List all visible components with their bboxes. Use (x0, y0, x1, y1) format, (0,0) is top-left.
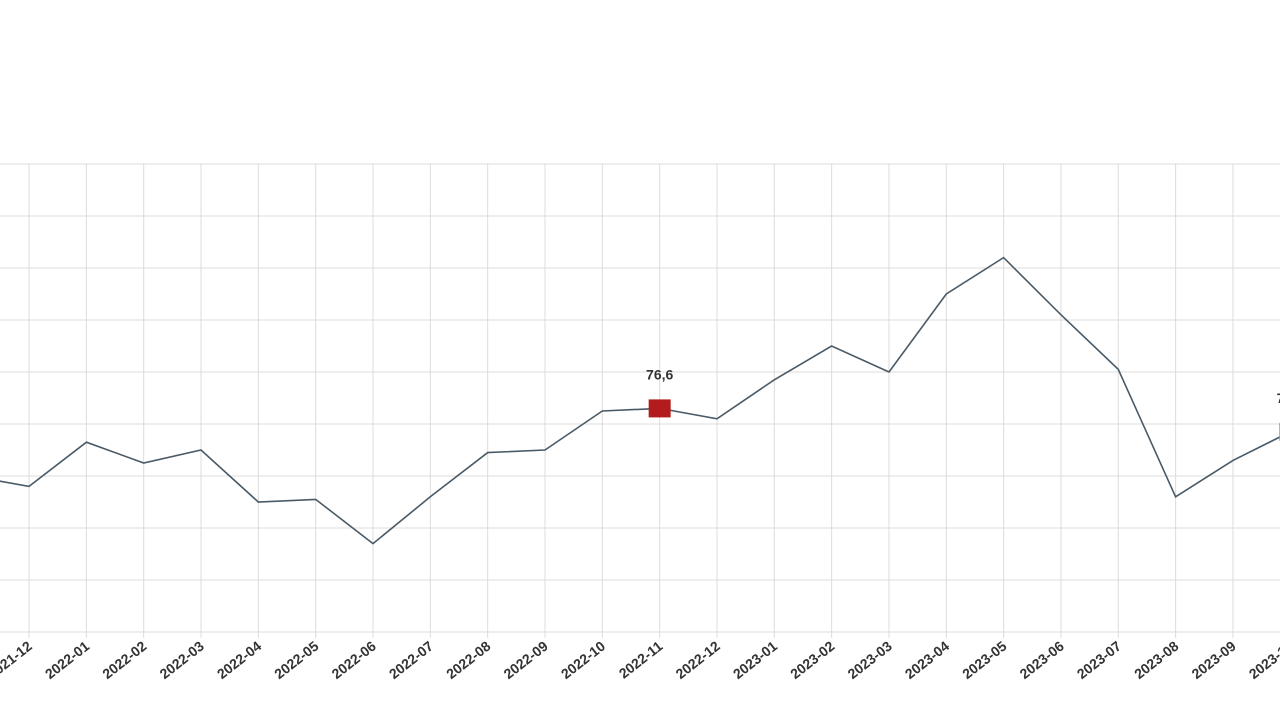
x-tick-label: 2023-03 (844, 638, 895, 682)
x-tick-label: 2022-08 (443, 638, 494, 682)
x-tick-label: 2023-04 (902, 638, 953, 682)
x-tick-label: 2022-01 (42, 638, 93, 682)
x-tick-label: 2022-07 (386, 638, 437, 682)
x-tick-label: 2023-08 (1131, 638, 1182, 682)
x-tick-label: 2022-04 (214, 638, 265, 682)
data-line (0, 256, 1280, 545)
x-tick-label: 2023-10 (1246, 638, 1280, 682)
x-tick-label: 2021-12 (0, 638, 35, 682)
x-tick-label: 2022-09 (501, 638, 552, 682)
x-tick-label: 2022-12 (672, 638, 723, 682)
x-tick-label: 2023-05 (959, 638, 1010, 682)
x-tick-label: 2022-10 (558, 638, 609, 682)
x-tick-label: 2023-07 (1074, 638, 1125, 682)
x-tick-label: 2023-02 (787, 638, 838, 682)
value-label: 75,7 (1277, 390, 1280, 406)
x-tick-label: 2023-09 (1188, 638, 1239, 682)
x-tick-label: 2022-06 (329, 638, 380, 682)
highlight-marker (648, 399, 671, 418)
value-label: 76,6 (646, 366, 673, 382)
x-tick-label: 2022-05 (271, 638, 322, 682)
x-tick-label: 2022-11 (616, 638, 666, 682)
x-tick-label: 2022-03 (157, 638, 208, 682)
x-tick-label: 2023-06 (1016, 638, 1067, 682)
x-tick-label: 2022-02 (99, 638, 150, 682)
x-tick-label: 2023-01 (730, 638, 781, 682)
